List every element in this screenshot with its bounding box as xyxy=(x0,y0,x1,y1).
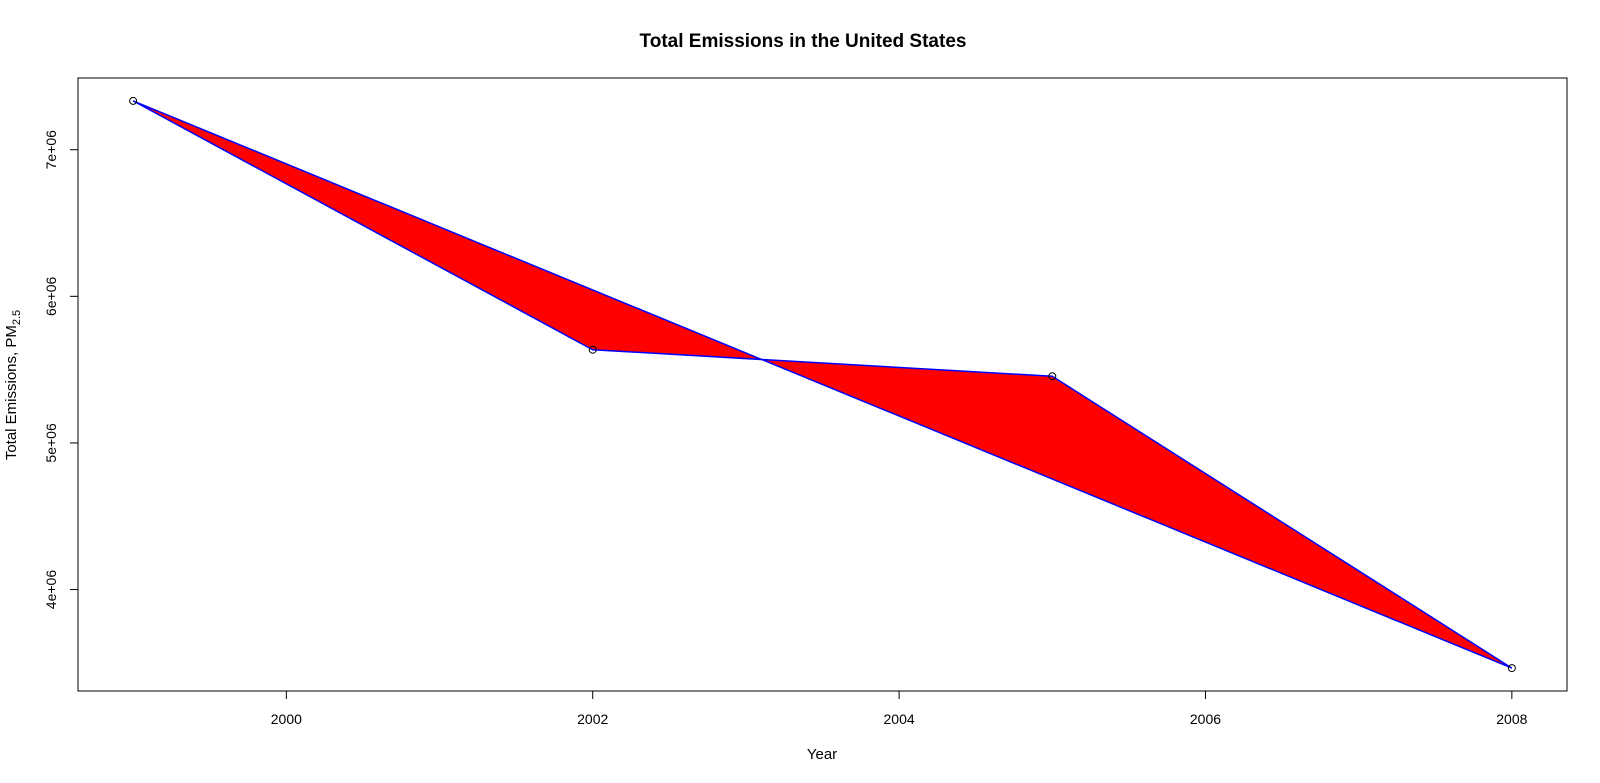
y-axis: 4e+06 5e+06 6e+06 7e+06 xyxy=(43,130,79,610)
y-tick-label: 7e+06 xyxy=(43,130,59,170)
x-axis: 2000 2002 2004 2006 2008 xyxy=(271,690,1528,727)
y-tick-label: 4e+06 xyxy=(43,570,59,610)
y-axis-label: Total Emissions, PM2.5 xyxy=(3,310,23,460)
data-point xyxy=(1048,372,1057,381)
x-tick-label: 2004 xyxy=(884,711,915,727)
x-tick-label: 2002 xyxy=(577,711,608,727)
y-axis-label-main: Total Emissions, PM xyxy=(3,325,20,460)
emissions-line xyxy=(132,100,1513,669)
plot-layer xyxy=(129,96,1516,673)
data-point xyxy=(1507,664,1516,673)
data-point xyxy=(129,96,138,105)
x-tick-label: 2000 xyxy=(271,711,302,727)
chart-title: Total Emissions in the United States xyxy=(640,31,967,52)
data-point xyxy=(588,345,597,354)
x-tick-label: 2008 xyxy=(1496,711,1527,727)
y-tick-label: 6e+06 xyxy=(43,276,59,316)
y-tick-label: 5e+06 xyxy=(43,423,59,463)
y-axis-label-subscript: 2.5 xyxy=(11,310,23,325)
emissions-closing-line xyxy=(132,100,1513,669)
x-axis-label: Year xyxy=(807,746,837,763)
x-tick-label: 2006 xyxy=(1190,711,1221,727)
